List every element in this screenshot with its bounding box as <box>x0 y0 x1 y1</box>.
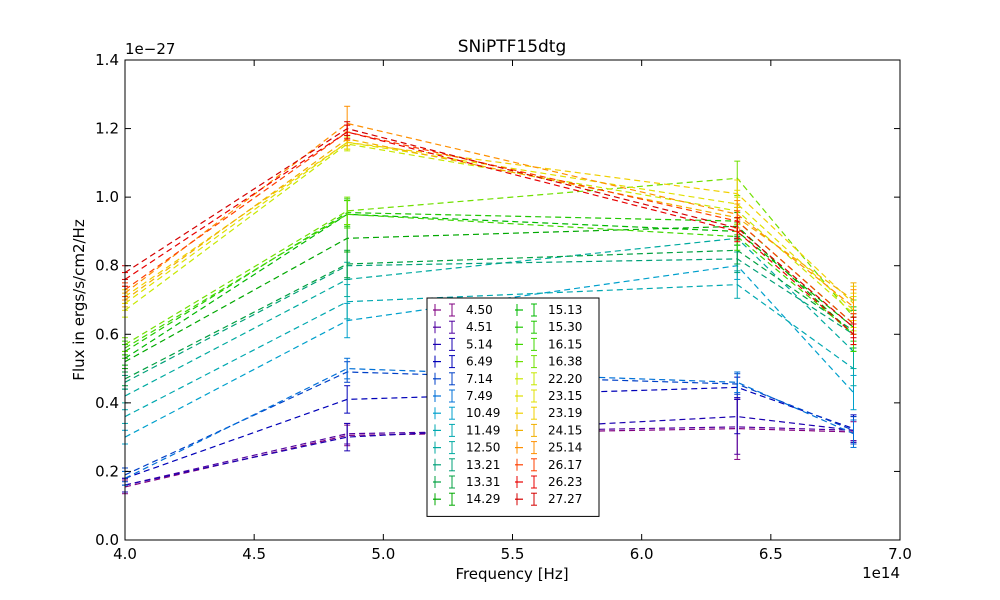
series-line <box>124 258 854 383</box>
series-line <box>124 141 854 311</box>
legend-item: 5.14 <box>433 337 493 351</box>
legend-item: 16.15 <box>515 337 582 351</box>
legend-item: 6.49 <box>433 355 493 369</box>
legend-item: 7.49 <box>433 389 493 403</box>
legend-item: 27.27 <box>515 492 582 506</box>
legend-label: 24.15 <box>548 423 582 437</box>
x-tick-label: 5.0 <box>371 545 395 563</box>
legend-label: 25.14 <box>548 441 582 455</box>
y-tick-label: 0.6 <box>95 325 119 343</box>
series-line <box>124 141 854 304</box>
legend-label: 12.50 <box>466 441 500 455</box>
y-axis-label: Flux in ergs/s/cm2/Hz <box>70 219 88 381</box>
legend-label: 22.20 <box>548 372 582 386</box>
series-line <box>124 177 854 346</box>
y-tick-label: 1.0 <box>95 188 119 206</box>
x-tick-label: 5.5 <box>501 545 525 563</box>
legend-item: 7.14 <box>433 372 493 386</box>
series-line <box>124 138 854 301</box>
legend-item: 23.15 <box>515 389 582 403</box>
legend-item: 15.30 <box>515 320 582 334</box>
x-tick-label: 6.5 <box>759 545 783 563</box>
legend-label: 13.21 <box>466 458 500 472</box>
x-tick-label: 4.5 <box>242 545 266 563</box>
legend-label: 23.19 <box>548 406 582 420</box>
legend-item: 16.38 <box>515 355 582 369</box>
series-line <box>124 213 854 359</box>
legend-item: 13.21 <box>433 458 500 472</box>
legend-item: 4.51 <box>433 320 493 334</box>
legend-item: 24.15 <box>515 423 582 437</box>
legend-label: 26.17 <box>548 458 582 472</box>
legend-label: 26.23 <box>548 475 582 489</box>
y-tick-label: 0.0 <box>95 531 119 549</box>
x-tick-label: 6.0 <box>630 545 654 563</box>
legend-item: 14.29 <box>433 492 500 506</box>
legend-item: 4.50 <box>433 303 493 317</box>
chart-title: SNiPTF15dtg <box>458 37 567 57</box>
series-line <box>124 122 854 308</box>
legend-label: 15.13 <box>548 303 582 317</box>
legend-label: 4.51 <box>466 320 493 334</box>
series-line <box>124 127 854 328</box>
legend-item: 26.17 <box>515 458 582 472</box>
legend-item: 25.14 <box>515 441 582 455</box>
y-tick-label: 1.4 <box>95 51 119 69</box>
legend-label: 15.30 <box>548 320 582 334</box>
legend-item: 26.23 <box>515 475 582 489</box>
y-tick-label: 0.2 <box>95 462 119 480</box>
legend-label: 7.49 <box>466 389 493 403</box>
legend-item: 13.31 <box>433 475 500 489</box>
legend-label: 23.15 <box>548 389 582 403</box>
legend-label: 11.49 <box>466 423 500 437</box>
series-line <box>124 225 854 363</box>
series-line <box>124 143 854 315</box>
series-line <box>124 283 854 418</box>
legend-label: 5.14 <box>466 337 493 351</box>
legend: 4.50 4.51 5.14 6.49 7.14 7.49 10.49 11.49 12.50 1… <box>426 297 600 517</box>
series-line <box>124 237 854 397</box>
legend-label: 7.14 <box>466 372 493 386</box>
x-tick-label: 7.0 <box>888 545 912 563</box>
legend-item: 11.49 <box>433 423 500 437</box>
x-tick-label: 4.0 <box>113 545 137 563</box>
y-tick-label: 0.8 <box>95 257 119 275</box>
y-tick-label: 0.4 <box>95 394 119 412</box>
axis-ticks: 4.0 4.5 5.0 5.5 6.0 6.5 7.0 0.0 0.2 0.4 0.6 0.8 1.0 1… <box>95 51 912 563</box>
y-tick-label: 1.2 <box>95 120 119 138</box>
legend-item: 10.49 <box>433 406 500 420</box>
series-line <box>124 131 854 325</box>
x-axis-label: Frequency [Hz] <box>455 565 568 583</box>
legend-item: 22.20 <box>515 372 582 386</box>
x-axis-offset: 1e14 <box>862 564 900 582</box>
y-axis-offset: 1e−27 <box>125 40 175 58</box>
legend-label: 27.27 <box>548 492 582 506</box>
legend-label: 10.49 <box>466 406 500 420</box>
series-line <box>124 131 854 335</box>
legend-item: 12.50 <box>433 441 500 455</box>
legend-label: 4.50 <box>466 303 493 317</box>
series-line <box>124 213 854 349</box>
series-line <box>124 265 854 438</box>
legend-box <box>426 297 600 517</box>
legend-label: 16.38 <box>548 355 582 369</box>
legend-item: 23.19 <box>515 406 582 420</box>
legend-label: 13.31 <box>466 475 500 489</box>
legend-label: 16.15 <box>548 337 582 351</box>
legend-label: 14.29 <box>466 492 500 506</box>
series-line <box>124 211 854 352</box>
legend-item: 15.13 <box>515 303 582 317</box>
series-line <box>124 249 854 380</box>
legend-label: 6.49 <box>466 355 493 369</box>
